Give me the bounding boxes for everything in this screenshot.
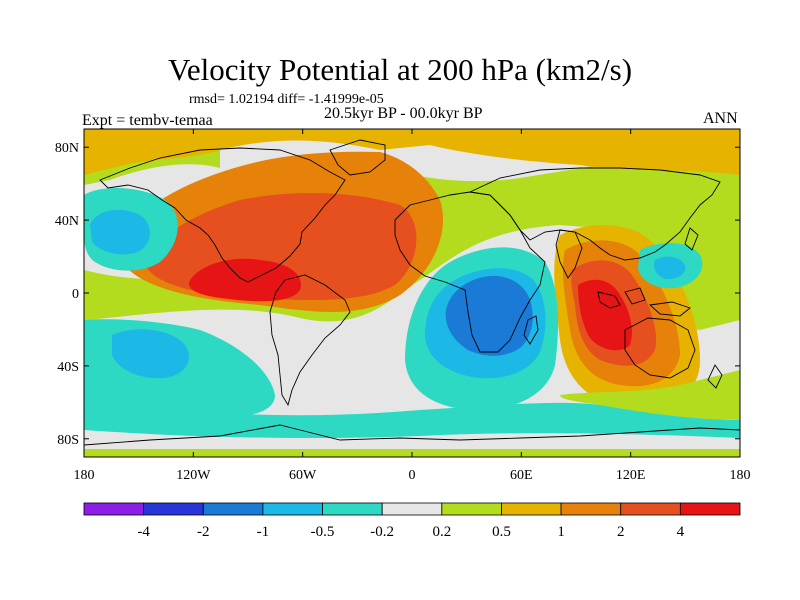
fill-c10 <box>578 279 632 351</box>
contour-fill <box>84 129 740 457</box>
colorbar-swatch <box>501 502 562 516</box>
coastline <box>624 317 696 379</box>
colorbar-swatch <box>381 502 443 516</box>
coastline <box>523 315 539 345</box>
coastline <box>84 424 740 446</box>
colorbar-swatch <box>322 502 383 516</box>
colorbar-label: -2 <box>197 524 210 540</box>
lon-label: 180 <box>730 468 751 483</box>
lat-label: 80S <box>57 433 79 448</box>
fill-c6 <box>380 165 740 250</box>
lon-label: 0 <box>409 468 416 483</box>
colorbar-label: 2 <box>617 524 625 540</box>
colorbar-swatch <box>262 502 323 516</box>
coastline <box>597 291 621 309</box>
fill-c6 <box>560 370 740 420</box>
colorbar-label: -0.2 <box>370 524 394 540</box>
period-label: 20.5kyr BP - 00.0kyr BP <box>324 105 483 122</box>
lon-label: 180 <box>74 468 95 483</box>
colorbar-swatch <box>560 502 622 516</box>
colorbar-label: 1 <box>557 524 565 540</box>
coastline <box>99 147 346 283</box>
colorbar-label: -0.5 <box>311 524 335 540</box>
coastline <box>468 167 721 261</box>
colorbar-swatch <box>441 502 502 516</box>
coastline <box>707 364 723 389</box>
season-label: ANN <box>703 110 738 127</box>
fill-c3 <box>90 209 150 255</box>
colorbar-swatch <box>679 502 741 516</box>
colorbar-label: -4 <box>137 524 150 540</box>
fill-c3 <box>112 329 189 379</box>
colorbar-label: -1 <box>257 524 270 540</box>
lon-label: 60E <box>510 468 533 483</box>
experiment-label: Expt = tembv-temaa <box>82 112 213 129</box>
axis-ticks <box>83 129 741 457</box>
coastline <box>648 301 691 317</box>
coastline <box>624 287 646 305</box>
coastline <box>555 229 583 279</box>
coastlines <box>84 139 740 446</box>
stats-text: rmsd= 1.02194 diff= -1.41999e-05 <box>189 92 384 107</box>
colorbar-swatch <box>620 502 681 516</box>
coastline <box>684 227 699 251</box>
lat-label: 0 <box>72 287 79 302</box>
colorbar-label: 0.2 <box>432 524 451 540</box>
colorbar-swatch <box>83 502 145 516</box>
coastline <box>269 274 351 407</box>
coastline <box>329 139 386 176</box>
map-title: Velocity Potential at 200 hPa (km2/s) <box>167 52 633 87</box>
lat-label: 40N <box>55 214 79 229</box>
lat-labels: 80N 40N 0 40S 80S <box>55 141 79 448</box>
lon-labels: 180 120W 60W 0 60E 120E 180 <box>74 468 751 483</box>
colorbar-swatch <box>143 502 204 516</box>
colorbar-swatch <box>202 502 264 516</box>
colorbar: -4 -2 -1 -0.5 -0.2 0.2 0.5 1 2 4 <box>83 502 741 540</box>
colorbar-label: 4 <box>677 524 685 540</box>
lat-label: 40S <box>57 360 79 375</box>
lat-label: 80N <box>55 141 79 156</box>
lon-label: 120E <box>616 468 646 483</box>
lon-label: 60W <box>289 468 317 483</box>
fill-c2 <box>445 275 533 356</box>
fill-c3 <box>654 256 686 280</box>
fill-c7 <box>84 129 740 175</box>
colorbar-label: 0.5 <box>492 524 511 540</box>
lon-label: 120W <box>176 468 211 483</box>
